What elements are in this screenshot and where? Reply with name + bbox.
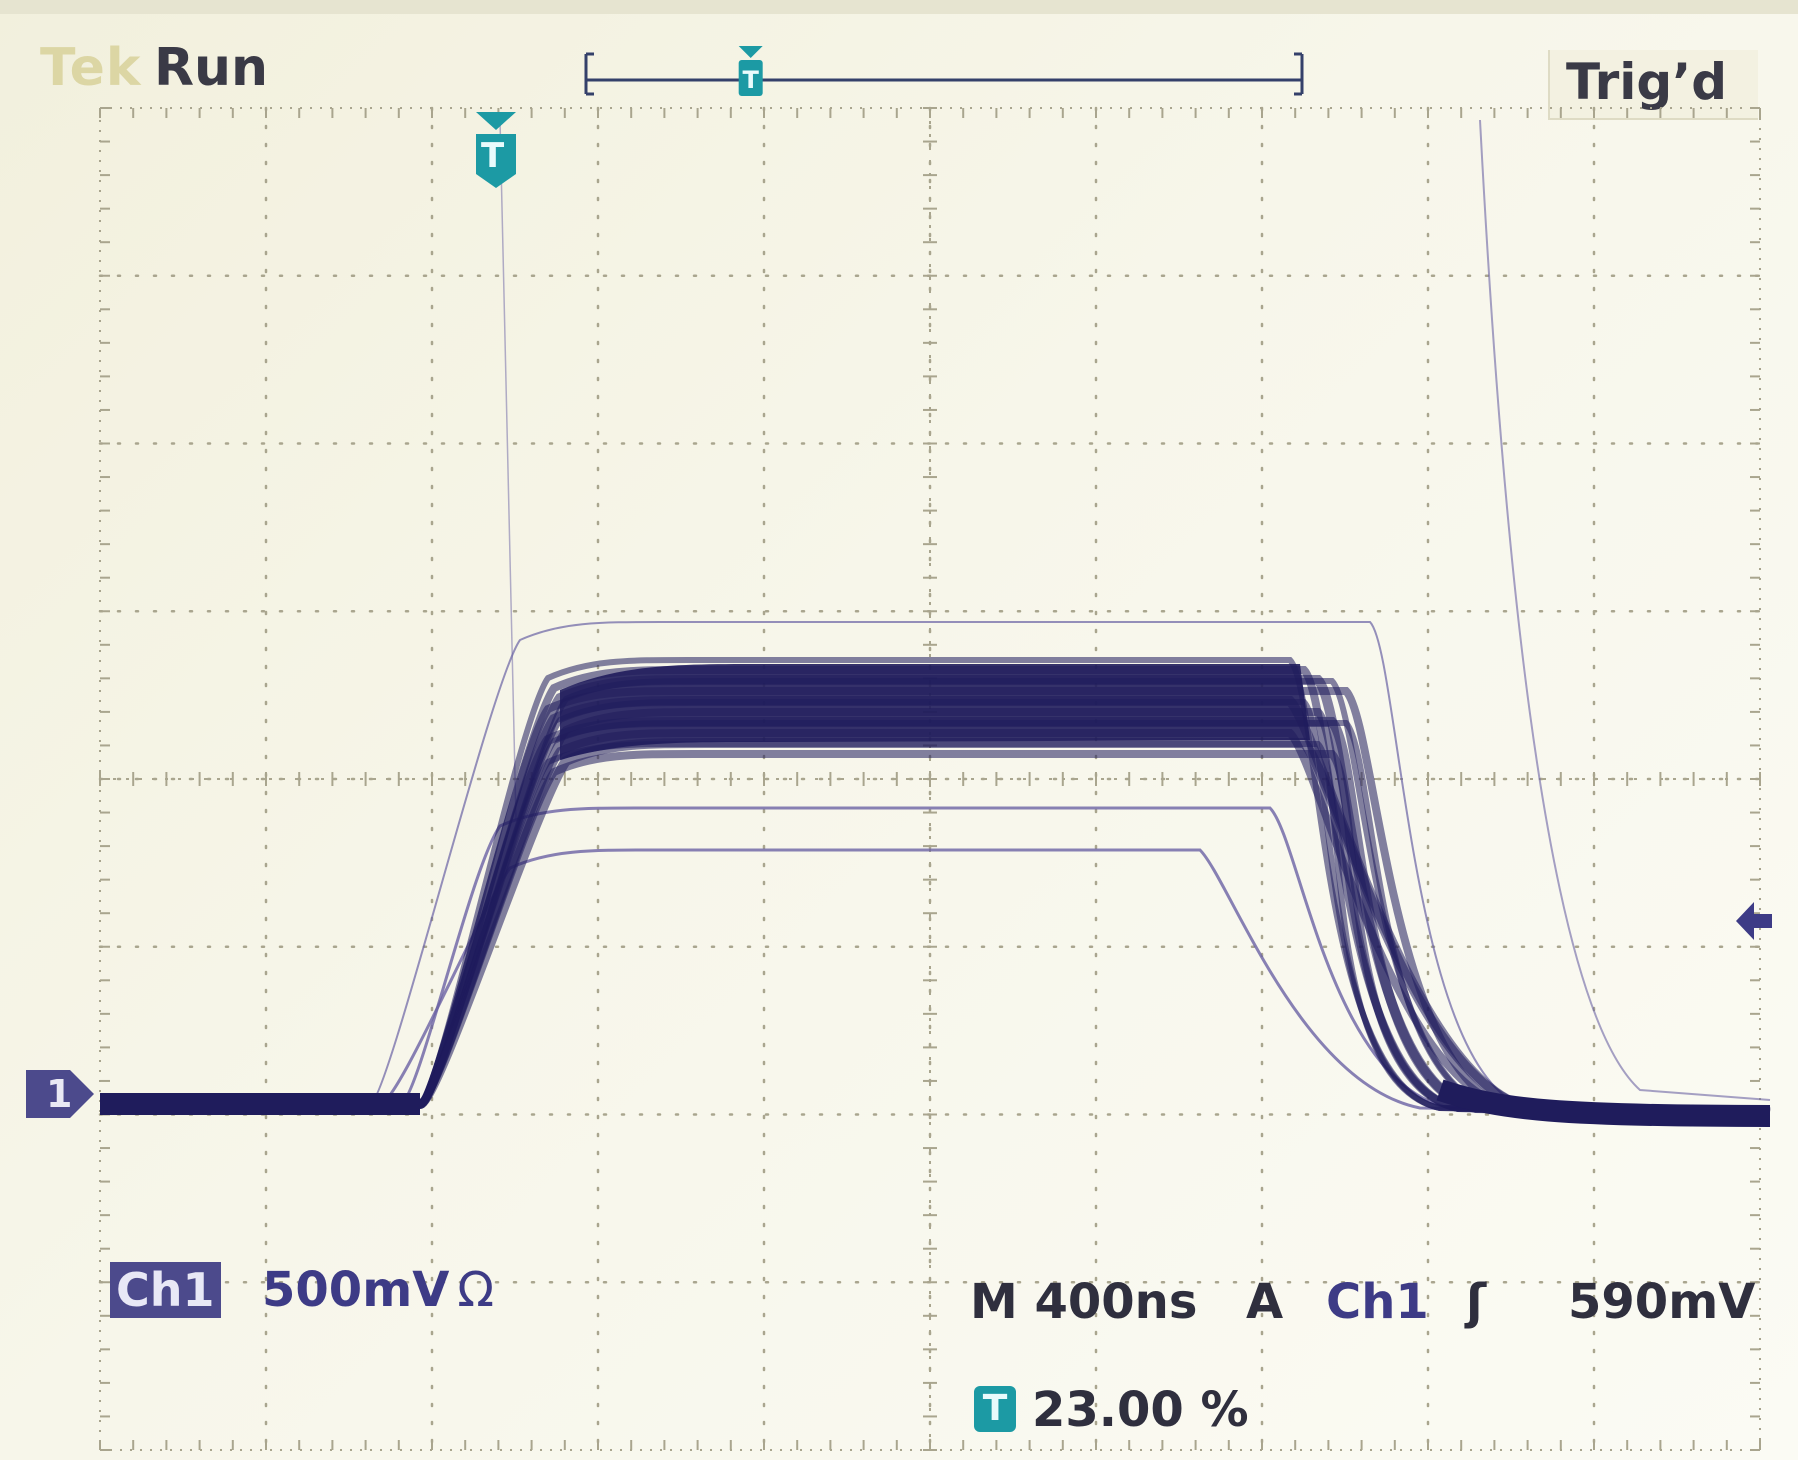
trigger-status: Trig’d <box>1548 50 1758 120</box>
record-trigger-position-icon: T <box>738 46 763 96</box>
acquisition-status: Run <box>154 38 269 98</box>
graticule-grid <box>98 106 1762 1452</box>
trace-envelope <box>100 699 1771 1115</box>
bezel-edge <box>0 0 1798 14</box>
trace-outlier <box>100 621 1771 1113</box>
trace-outlier <box>100 848 1771 1114</box>
ch1-ground-marker-icon[interactable] <box>26 1066 96 1122</box>
trace-envelope <box>100 717 1771 1117</box>
trace-baseline-right <box>1436 1079 1771 1127</box>
vertical-scale-value: 500mV <box>262 1262 450 1318</box>
trigger-position-readout[interactable]: 23.00 % <box>1032 1382 1249 1438</box>
trace-outlier <box>1479 119 1771 1101</box>
channel-badge[interactable]: Ch1 <box>110 1262 221 1318</box>
trigger-position-badge: T <box>974 1386 1016 1432</box>
trace-envelope <box>100 738 1771 1117</box>
trigger-position-label: T <box>481 136 505 176</box>
trigger-position-icon[interactable] <box>470 112 522 188</box>
record-trigger-label: T <box>742 66 759 94</box>
trace-envelope <box>100 741 1771 1115</box>
trigger-mode-readout: A <box>1246 1274 1284 1330</box>
trace-envelope <box>100 708 1771 1116</box>
record-view-bar: T <box>584 46 1304 96</box>
trace-dense-band <box>560 664 1310 760</box>
trace-envelope <box>100 696 1771 1117</box>
timebase-readout[interactable]: M 400ns <box>970 1274 1198 1330</box>
trigger-source-readout[interactable]: Ch1 <box>1326 1274 1429 1330</box>
trace-envelope <box>100 729 1771 1116</box>
trace-envelope <box>100 720 1771 1115</box>
trace-outlier <box>100 806 1771 1114</box>
vertical-scale-readout[interactable]: 500mV Ω <box>262 1260 494 1320</box>
trigger-level-arrow-icon[interactable] <box>1732 896 1776 946</box>
ohm-coupling-icon: Ω <box>457 1262 495 1318</box>
trace-outlier <box>499 119 517 821</box>
trigger-level-readout[interactable]: 590mV <box>1568 1274 1756 1330</box>
ch1-marker-label: 1 <box>46 1072 73 1116</box>
brand-logo: Tek <box>40 38 142 98</box>
rising-edge-slope-icon: ʃ <box>1466 1274 1486 1330</box>
ch1-waveform-trace <box>100 119 1771 1127</box>
trace-envelope <box>100 750 1771 1116</box>
